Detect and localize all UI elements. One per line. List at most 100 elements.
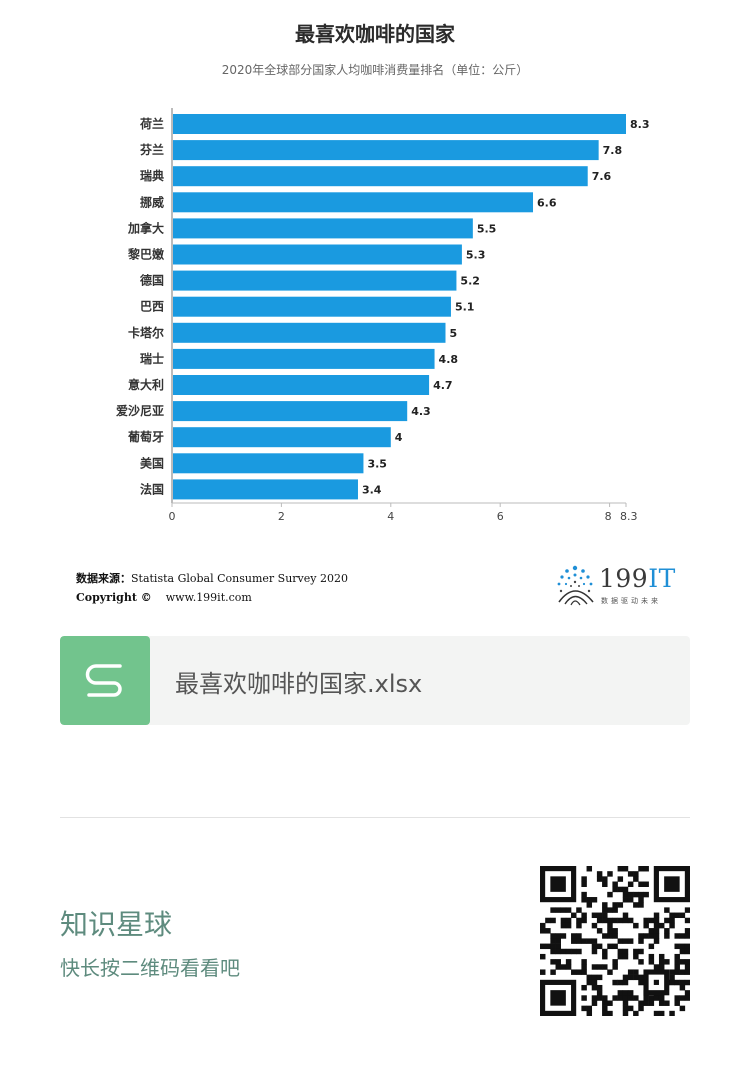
- qr-module: [576, 969, 582, 975]
- qr-module: [664, 1000, 670, 1006]
- qr-module: [674, 1000, 680, 1006]
- qr-module: [591, 979, 598, 986]
- category-label: 芬兰: [139, 142, 164, 157]
- file-attachment-card[interactable]: 最喜欢咖啡的国家.xlsx: [60, 636, 690, 725]
- qr-module: [633, 995, 639, 1001]
- qr-module: [643, 881, 649, 887]
- qr-module: [674, 953, 680, 960]
- qr-module: [638, 902, 644, 908]
- qr-module: [586, 897, 593, 903]
- copyright-url: www.199it.com: [165, 591, 252, 604]
- category-label: 瑞士: [140, 351, 164, 366]
- qr-module: [560, 917, 567, 924]
- qr-module: [627, 891, 634, 898]
- qr-module: [622, 953, 629, 960]
- qr-module: [586, 974, 593, 981]
- qr-module: [674, 933, 680, 939]
- bar: [173, 296, 451, 317]
- qr-module: [643, 866, 649, 872]
- qr-module: [602, 881, 608, 887]
- qr-module: [684, 964, 690, 970]
- qr-module: [633, 876, 639, 882]
- qr-module: [679, 979, 686, 986]
- qr-module: [658, 959, 665, 965]
- logo-dots-icon: [557, 565, 594, 606]
- qr-module: [555, 948, 561, 955]
- qr-module: [586, 938, 593, 944]
- qr-module: [550, 917, 556, 924]
- qr-module: [627, 897, 634, 903]
- qr-module: [627, 974, 634, 981]
- qr-module: [602, 933, 608, 939]
- qr-module: [596, 974, 603, 981]
- qr-module: [622, 990, 629, 996]
- bar: [173, 244, 462, 265]
- bar: [173, 166, 588, 187]
- qr-module: [607, 933, 613, 939]
- qr-module: [679, 1005, 686, 1012]
- qr-module: [576, 917, 582, 924]
- qr-module: [648, 943, 655, 950]
- qr-module: [653, 995, 660, 1001]
- qr-module: [679, 984, 686, 991]
- qr-module: [638, 974, 644, 981]
- qr-module: [550, 933, 556, 939]
- qr-module: [679, 959, 686, 965]
- qr-module: [664, 933, 670, 939]
- qr-module: [550, 876, 566, 892]
- bar: [173, 453, 364, 474]
- qr-module: [643, 933, 649, 939]
- qr-module: [571, 933, 577, 939]
- qr-module: [622, 886, 629, 893]
- qr-module: [674, 959, 680, 965]
- qr-module: [602, 964, 608, 970]
- qr-module: [607, 1000, 613, 1006]
- qr-module: [540, 953, 546, 960]
- bar: [173, 270, 457, 291]
- qr-module: [643, 891, 649, 898]
- qr-module: [622, 948, 629, 955]
- qr-module: [540, 969, 546, 975]
- qr-module: [591, 1000, 598, 1006]
- qr-module: [638, 1005, 644, 1012]
- qr-module: [684, 928, 690, 934]
- qr-module: [643, 917, 649, 924]
- qr-module: [602, 953, 608, 960]
- qr-code-icon[interactable]: [540, 866, 690, 1016]
- logo-tagline: 数据驱动未来: [601, 597, 661, 605]
- value-label: 5.2: [460, 275, 480, 288]
- qr-module: [555, 933, 561, 939]
- value-label: 5.3: [466, 249, 486, 262]
- value-label: 5.5: [477, 222, 497, 235]
- qr-module: [555, 938, 561, 944]
- qr-module: [648, 928, 655, 934]
- qr-module: [576, 938, 582, 944]
- qr-module: [602, 995, 608, 1001]
- qr-module: [617, 886, 624, 893]
- qr-module: [576, 933, 582, 939]
- qr-module: [622, 938, 629, 944]
- qr-module: [633, 974, 639, 981]
- category-label: 葡萄牙: [127, 429, 164, 444]
- qr-module: [617, 902, 624, 908]
- qr-module: [622, 1005, 629, 1012]
- spreadsheet-s-icon: [60, 636, 150, 725]
- qr-module: [664, 917, 670, 924]
- qr-module: [622, 1010, 629, 1016]
- qr-module: [550, 938, 556, 944]
- qr-module: [622, 897, 629, 903]
- qr-module: [612, 943, 618, 950]
- qr-module: [638, 948, 644, 955]
- value-label: 5.1: [455, 301, 475, 314]
- qr-module: [596, 964, 603, 970]
- bar: [173, 375, 430, 395]
- qr-module: [596, 990, 603, 996]
- qr-module: [612, 959, 618, 965]
- qr-module: [591, 897, 598, 903]
- qr-module: [602, 902, 608, 908]
- qr-module: [591, 938, 598, 944]
- qr-module: [581, 912, 587, 919]
- qr-module: [596, 928, 603, 934]
- qr-module: [669, 969, 675, 975]
- qr-module: [669, 922, 675, 929]
